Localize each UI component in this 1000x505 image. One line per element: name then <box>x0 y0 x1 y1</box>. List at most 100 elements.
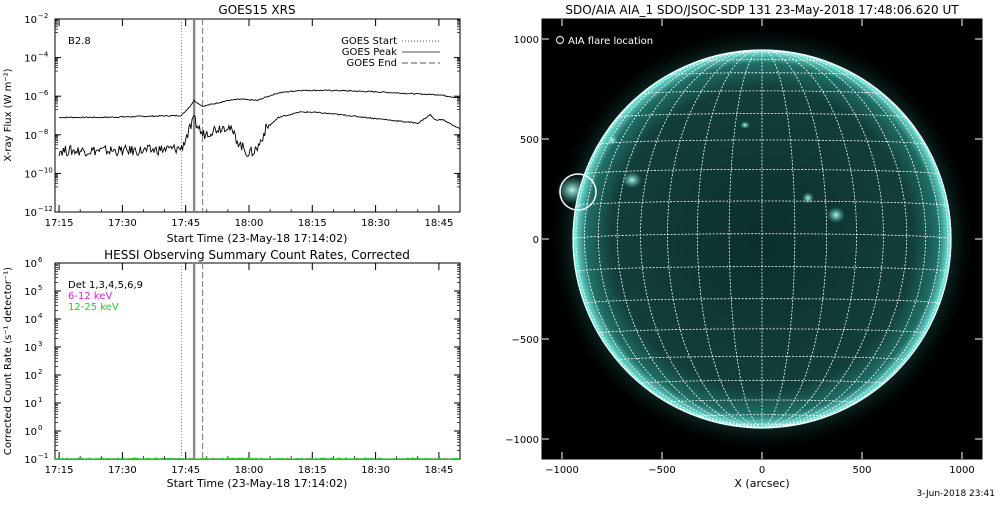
grid-meridian <box>761 49 796 429</box>
grid-parallel <box>667 72 857 76</box>
y-tick-label: 10 <box>24 455 37 466</box>
y-tick-label: 10 <box>24 131 37 142</box>
x-tick-label: 18:00 <box>235 465 264 476</box>
grid-meridian <box>697 49 763 429</box>
goes-plot-frame <box>54 18 461 213</box>
aia-limb-outline <box>572 49 952 429</box>
y-tick-label: 10 <box>24 259 37 270</box>
grid-meridian <box>728 49 763 429</box>
y-tick-label: 10 <box>24 92 37 103</box>
grid-meridian <box>761 49 827 429</box>
grid-parallel <box>667 399 857 403</box>
x-tick-label: 17:30 <box>108 218 137 229</box>
aia-legend-label: AIA flare location <box>568 36 653 47</box>
hessi-event-lines <box>180 263 204 459</box>
y-tick-exponent: 0 <box>38 424 42 432</box>
y-tick-exponent: −4 <box>38 51 49 59</box>
grid-parallel <box>616 355 908 361</box>
grid-meridian <box>616 49 763 429</box>
aia-chart-title: SDO/AIA AIA_1 SDO/JSOC-SDP 131 23-May-20… <box>565 3 959 17</box>
x-tick-label: 18:45 <box>424 218 453 229</box>
grid-parallel <box>616 113 908 118</box>
hessi-legend-label: 6-12 keV <box>68 291 112 302</box>
y-tick-exponent: 1 <box>38 396 42 404</box>
y-tick-exponent: −2 <box>38 12 48 20</box>
y-tick-exponent: 6 <box>38 256 43 264</box>
aia-flare-marker <box>559 173 597 211</box>
goes-event-lines <box>180 19 204 212</box>
hessi-plot-frame <box>54 262 461 460</box>
y-tick-exponent: 5 <box>38 284 42 292</box>
grid-meridian <box>761 49 927 429</box>
x-tick-label: 18:15 <box>298 218 327 229</box>
aia-x-tick-label: 500 <box>852 465 871 476</box>
grid-parallel <box>597 328 927 334</box>
y-tick-exponent: −6 <box>38 89 49 97</box>
hessi-series <box>55 457 460 459</box>
y-tick-exponent: −1 <box>38 452 48 460</box>
y-tick-exponent: 2 <box>38 368 42 376</box>
y-tick-exponent: −10 <box>38 166 53 174</box>
x-tick-label: 17:45 <box>171 465 200 476</box>
y-tick-exponent: −12 <box>38 205 53 213</box>
aia-legend: AIA flare location <box>556 36 653 47</box>
grid-meridian <box>761 49 941 429</box>
grid-parallel <box>575 266 949 273</box>
grid-parallel <box>598 139 926 145</box>
y-tick-label: 10 <box>24 54 37 65</box>
y-tick-exponent: −8 <box>38 128 48 136</box>
x-tick-label: 18:45 <box>424 465 453 476</box>
grid-parallel <box>728 423 796 426</box>
aia-x-tick-label: −1000 <box>545 465 579 476</box>
x-tick-label: 18:00 <box>235 218 264 229</box>
x-tick-label: 17:30 <box>108 465 137 476</box>
x-tick-label: 18:30 <box>361 465 390 476</box>
aia-y-tick-label: 0 <box>533 235 539 246</box>
goes-legend-label: GOES Peak <box>342 47 397 58</box>
x-tick-label: 17:15 <box>45 465 74 476</box>
aia-legend-circle-icon <box>556 36 564 44</box>
aia-x-tick-label: 1000 <box>949 465 974 476</box>
hessi-x-ticks: 17:15 17:30 17:45 18:00 18:15 18:30 18:45 <box>45 263 461 476</box>
x-tick-label: 17:45 <box>171 218 200 229</box>
aia-y-tick-label: 1000 <box>514 35 539 46</box>
series-line-long <box>59 89 460 119</box>
hessi-panel: HESSI Observing Summary Count Rates, Cor… <box>3 248 461 490</box>
x-tick-label: 18:30 <box>361 218 390 229</box>
aia-y-tick-label: −1000 <box>505 435 539 446</box>
y-tick-label: 10 <box>24 427 37 438</box>
grid-parallel <box>697 59 827 62</box>
goes-y-axis-label: X-ray Flux (W m⁻²) <box>3 68 14 161</box>
x-tick-label: 17:15 <box>45 218 74 229</box>
grid-parallel <box>697 414 827 417</box>
y-tick-label: 10 <box>24 315 37 326</box>
goes-legend-label: GOES End <box>347 58 397 69</box>
y-tick-exponent: 4 <box>38 312 43 320</box>
grid-meridian <box>640 49 763 429</box>
aia-solar-disk <box>573 50 951 428</box>
goes-annotation: B2.8 <box>68 36 91 47</box>
y-tick-label: 10 <box>24 399 37 410</box>
grid-meridian <box>761 49 884 429</box>
y-tick-label: 10 <box>24 208 37 219</box>
goes-series <box>58 89 460 157</box>
aia-y-tick-label: 500 <box>520 135 539 146</box>
aia-y-ticks: −1000 −500 0 500 1000 <box>505 35 982 446</box>
hessi-x-axis-label: Start Time (23-May-18 17:14:02) <box>167 477 348 490</box>
goes-chart-title: GOES15 XRS <box>218 3 295 17</box>
y-tick-label: 10 <box>24 169 37 180</box>
y-tick-exponent: 3 <box>38 340 42 348</box>
aia-x-axis-label: X (arcsec) <box>734 477 789 490</box>
grid-parallel <box>572 233 952 240</box>
footer-date-stamp: 3-Jun-2018 23:41 <box>917 489 996 499</box>
series-line-short <box>58 111 460 157</box>
grid-meridian <box>761 49 908 429</box>
aia-x-tick-label: 0 <box>759 465 765 476</box>
y-tick-label: 10 <box>24 287 37 298</box>
